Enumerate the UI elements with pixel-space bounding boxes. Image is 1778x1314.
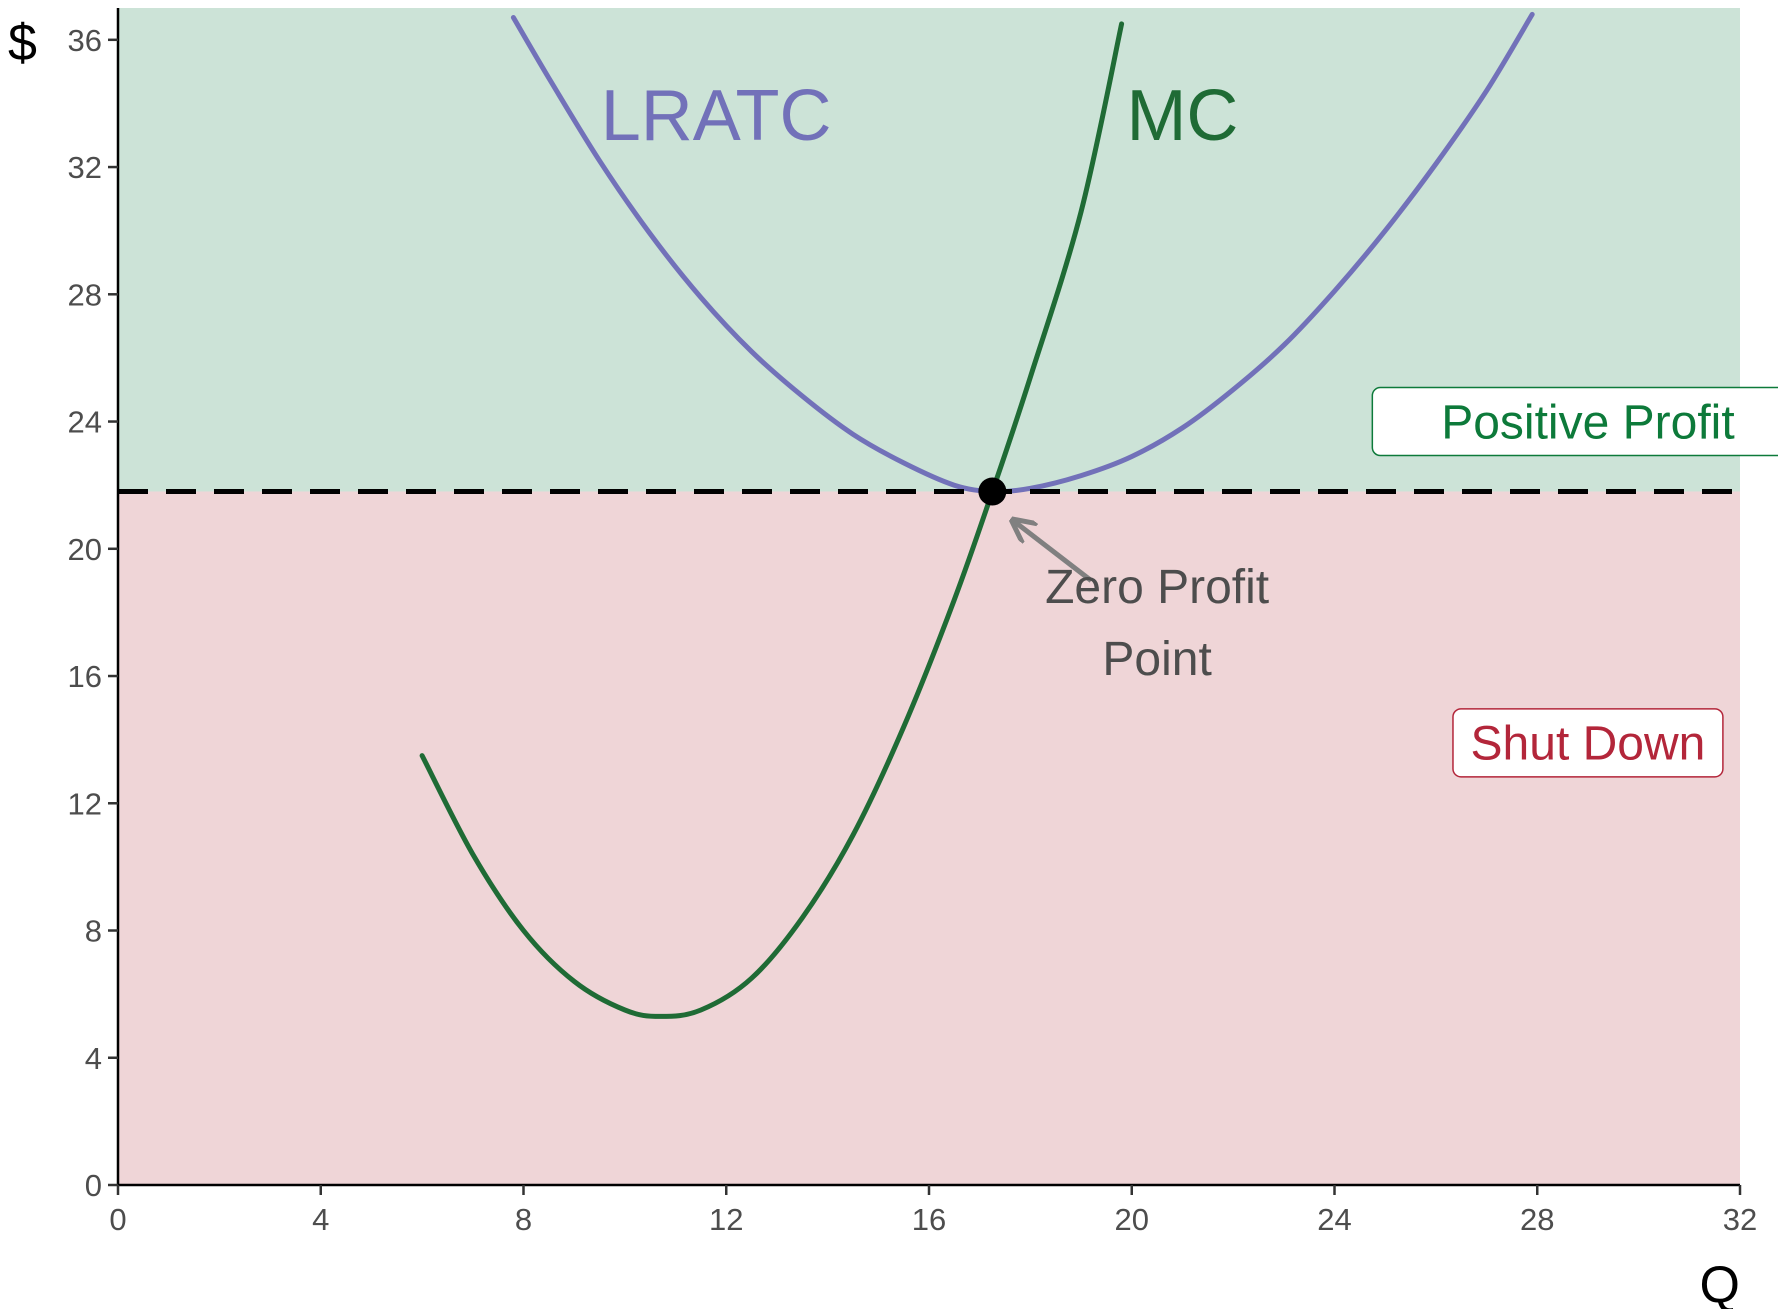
y-tick-label: 8 xyxy=(85,914,102,949)
region-shut-down xyxy=(118,491,1740,1186)
x-tick-label: 4 xyxy=(312,1202,329,1237)
y-tick-label: 28 xyxy=(68,277,102,312)
x-tick-label: 16 xyxy=(912,1202,946,1237)
x-tick-label: 28 xyxy=(1520,1202,1554,1237)
y-tick-label: 20 xyxy=(68,532,102,567)
y-tick-label: 4 xyxy=(85,1041,102,1076)
region-label-positive-profit: Positive Profit xyxy=(1371,386,1778,457)
region-label-box xyxy=(1452,708,1724,778)
annotation-arrow xyxy=(1013,520,1093,583)
x-tick-label: 0 xyxy=(109,1202,126,1237)
region-label-box xyxy=(1371,386,1778,457)
x-tick-label: 32 xyxy=(1723,1202,1757,1237)
annotation-text-line-1: Zero Profit xyxy=(1045,561,1269,614)
y-tick-label: 36 xyxy=(68,23,102,58)
y-tick-label: 16 xyxy=(68,659,102,694)
region-label-shut-down: Shut Down xyxy=(1452,708,1724,778)
x-tick-label: 12 xyxy=(709,1202,743,1237)
y-tick-label: 32 xyxy=(68,150,102,185)
region-label-text: Shut Down xyxy=(1471,718,1706,771)
y-tick-label: 12 xyxy=(68,786,102,821)
region-label-text: Positive Profit xyxy=(1441,396,1734,449)
series-line-mc xyxy=(419,21,1125,1019)
x-tick-label: 8 xyxy=(515,1202,532,1237)
y-tick-label: 0 xyxy=(85,1168,102,1203)
annotation-text-line-2: Point xyxy=(1102,633,1211,686)
series-label-lratc: LRATC xyxy=(601,76,832,156)
x-axis-title: Q xyxy=(1700,1256,1740,1309)
zero-profit-point xyxy=(978,477,1007,506)
y-tick-label: 24 xyxy=(68,405,102,440)
y-axis-title: $ xyxy=(8,14,37,72)
x-tick-label: 24 xyxy=(1317,1202,1351,1237)
series-label-mc: MC xyxy=(1126,76,1238,156)
x-tick-label: 20 xyxy=(1115,1202,1149,1237)
